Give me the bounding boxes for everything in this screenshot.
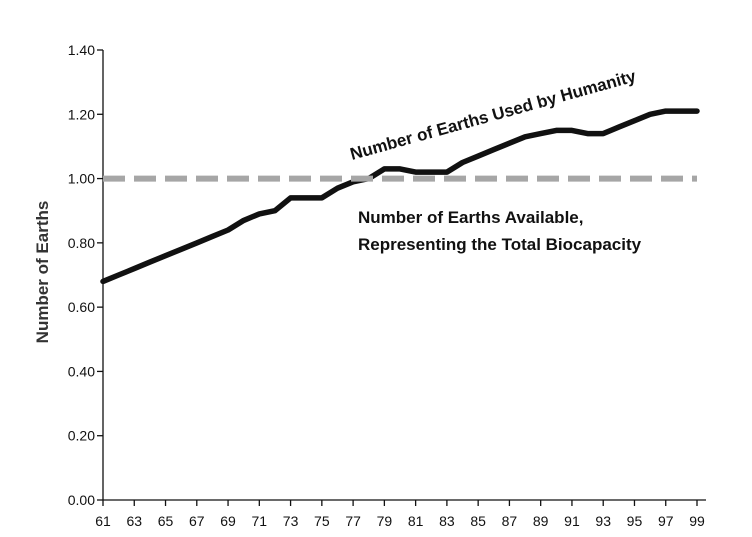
available-annotation-line1: Number of Earths Available,	[358, 208, 583, 227]
x-tick-label: 79	[377, 513, 393, 529]
x-tick-label: 63	[126, 513, 142, 529]
x-tick-label: 97	[658, 513, 674, 529]
x-tick-label: 83	[439, 513, 455, 529]
x-tick-label: 93	[595, 513, 611, 529]
series-layer	[100, 108, 700, 285]
y-axis-label: Number of Earths	[33, 201, 52, 344]
x-tick-label: 91	[564, 513, 580, 529]
x-tick-label: 77	[345, 513, 361, 529]
earths-used-line	[100, 108, 700, 285]
y-tick-label: 0.60	[68, 299, 95, 315]
y-tick-label: 0.80	[68, 235, 95, 251]
x-tick-label: 71	[252, 513, 268, 529]
y-tick-label: 1.40	[68, 42, 95, 58]
x-tick-label: 75	[314, 513, 330, 529]
x-tick-label: 89	[533, 513, 549, 529]
y-tick-label: 1.00	[68, 171, 95, 187]
available-annotation-line2: Representing the Total Biocapacity	[358, 235, 642, 254]
y-tick-label: 0.00	[68, 492, 95, 508]
x-tick-label: 85	[470, 513, 486, 529]
x-tick-label: 65	[158, 513, 174, 529]
y-tick-label: 0.20	[68, 428, 95, 444]
x-tick-label: 73	[283, 513, 299, 529]
x-tick-label: 67	[189, 513, 205, 529]
x-tick-label: 69	[220, 513, 236, 529]
x-axis: 61 63 65 67 69 71 73 75 77 79 81 83 85 87 89 91 93 95 97 99	[95, 499, 706, 529]
x-tick-label: 81	[408, 513, 424, 529]
y-tick-label: 0.40	[68, 363, 95, 379]
x-tick-label: 95	[627, 513, 643, 529]
y-axis: 0.00 0.20 0.40 0.60 0.80 1.00 1.20 1.40	[68, 42, 104, 508]
x-tick-label: 99	[689, 513, 705, 529]
x-tick-label: 87	[502, 513, 518, 529]
x-tick-label: 61	[95, 513, 111, 529]
y-tick-label: 1.20	[68, 106, 95, 122]
